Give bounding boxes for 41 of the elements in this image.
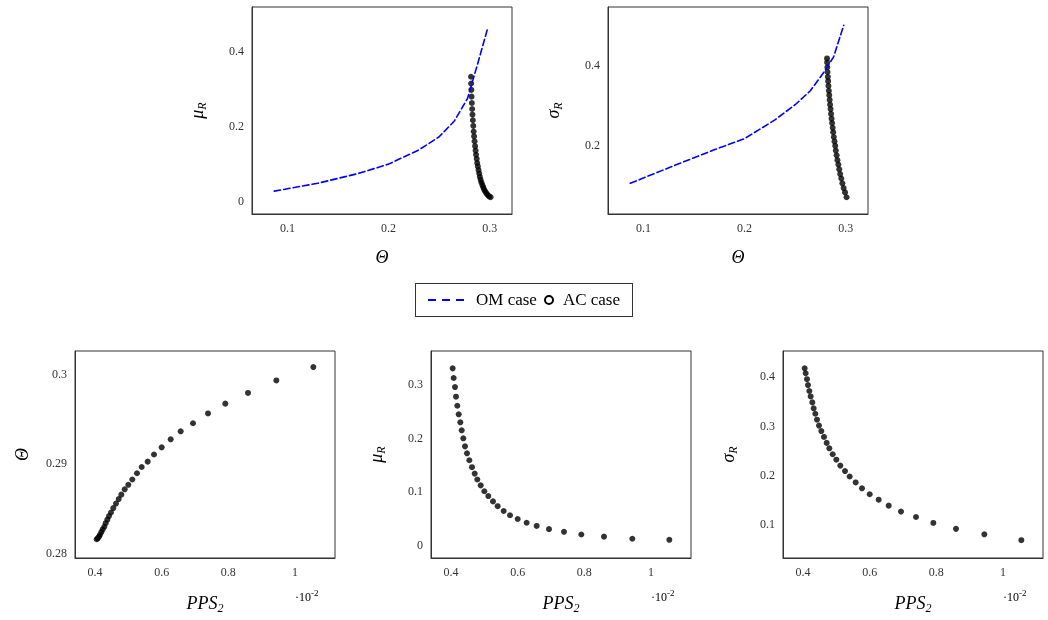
x-tick-label: 0.8 [220,565,236,579]
y-tick-label: 0.2 [760,468,775,482]
y-tick-label: 0.3 [52,367,67,382]
x-tick-label: 0.2 [381,221,397,235]
y-tick-label: 0 [238,193,244,208]
x-tick-label: 0.1 [279,221,295,235]
y-tick-label: 0.2 [408,430,423,445]
y-axis-title: σR [718,445,740,463]
y-tick-label: 0.1 [760,517,775,532]
x-tick-label: 0.4 [87,565,103,579]
x-tick-label: 0.8 [576,565,592,579]
y-tick-label: 0.29 [46,456,67,471]
y-axis-title: μR [187,101,209,120]
x-tick-label: 1 [648,565,654,579]
y-tick-label: 0.4 [229,43,244,58]
legend-label: OM case [475,290,537,310]
legend-label: AC case [562,290,621,310]
x-tick-label: 0.4 [443,565,459,579]
y-tick-label: 0.4 [760,369,775,384]
x-tick-label: 0.8 [928,565,944,579]
y-tick-label: 0 [417,537,423,552]
x-tick-label: 1 [1000,565,1006,579]
x-tick-label: 1 [292,565,298,579]
x-axis-title: Θ [731,247,745,267]
y-axis-title: Θ [12,448,32,461]
x-tick-label: 0.6 [862,565,878,579]
x-tick-label: 0.3 [838,221,854,235]
x-tick-label: 0.6 [510,565,526,579]
y-tick-label: 0.2 [229,118,244,133]
x-tick-label: 0.1 [635,221,651,235]
x-tick-label: 0.6 [154,565,170,579]
y-tick-label: 0.3 [408,377,423,392]
y-tick-label: 0.28 [46,545,67,560]
x-tick-label: 0.2 [737,221,753,235]
y-tick-label: 0.3 [760,418,775,433]
x-tick-label: 0.4 [795,565,811,579]
y-axis-title: σR [543,101,565,119]
x-tick-label: 0.3 [482,221,498,235]
y-axis-title: μR [366,445,388,464]
y-tick-label: 0.1 [408,484,423,499]
x-axis-title: Θ [375,247,389,267]
